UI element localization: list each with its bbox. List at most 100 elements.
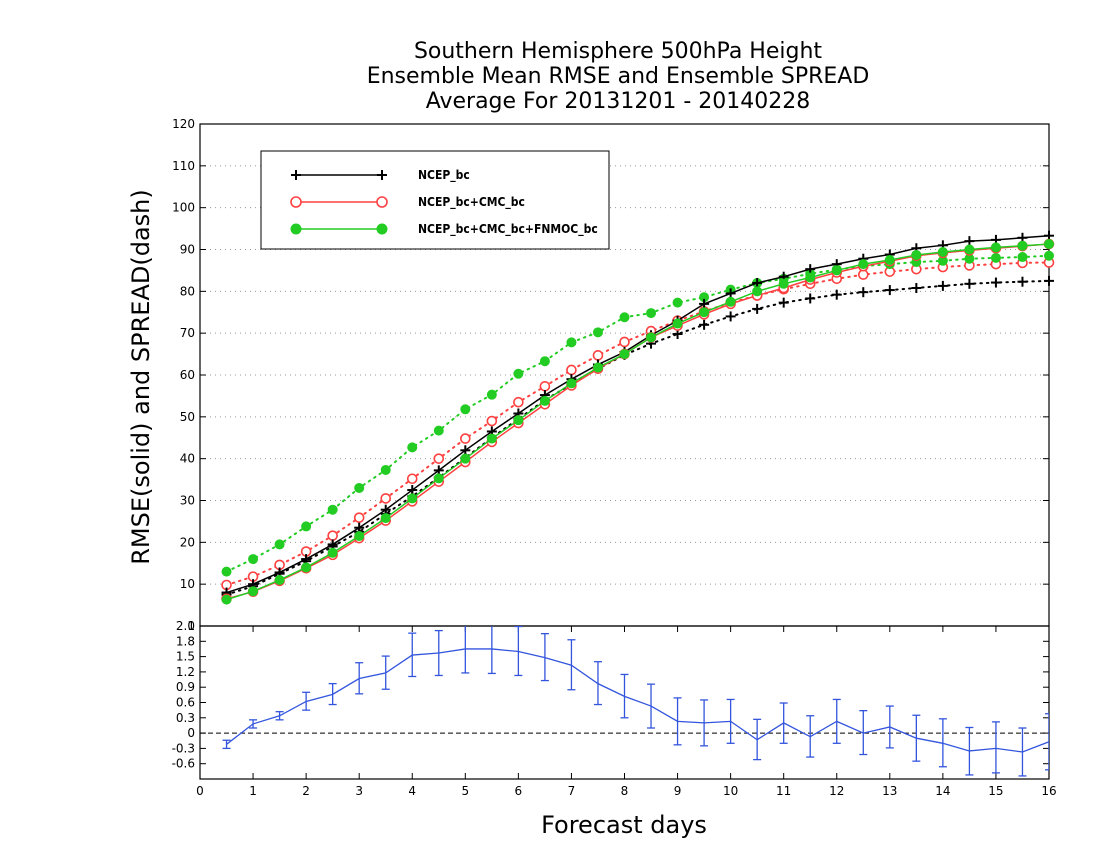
chart-title: Southern Hemisphere 500hPa HeightEnsembl… xyxy=(367,39,870,114)
data-point xyxy=(380,464,391,475)
data-point xyxy=(1044,250,1054,261)
chart-title-line: Average For 20131201 - 20140228 xyxy=(426,89,811,114)
x-tick-label: 11 xyxy=(776,784,791,798)
series-spread-4 xyxy=(221,257,1055,591)
data-point xyxy=(486,415,498,427)
x-tick-label: 4 xyxy=(408,784,416,798)
data-point xyxy=(460,453,471,464)
y-tick-label: 120 xyxy=(172,117,195,131)
data-point xyxy=(248,554,259,565)
data-point xyxy=(1017,240,1028,251)
series-spread-3 xyxy=(221,275,1054,600)
x-tick-label: 13 xyxy=(882,784,897,798)
data-point xyxy=(407,442,418,453)
data-point xyxy=(672,297,683,308)
series-line xyxy=(226,648,1049,753)
data-point xyxy=(937,247,948,258)
data-point xyxy=(460,404,471,415)
data-point xyxy=(274,574,285,585)
difference-panel: -0.6-0.300.30.60.91.21.51.82.10 1 2 3 4 5 6 7 8 9… xyxy=(172,619,1057,798)
x-tick-label: 7 xyxy=(568,784,576,798)
x-tick-label: 5 xyxy=(461,784,469,798)
y-tick-label: 60 xyxy=(180,368,195,382)
data-point xyxy=(539,380,551,392)
y-tick-label: 70 xyxy=(180,326,195,340)
series-rmse-1 xyxy=(221,238,1055,605)
data-point xyxy=(672,318,683,329)
x-tick-label: 1 xyxy=(249,784,257,798)
data-point xyxy=(619,336,630,348)
data-point xyxy=(380,513,391,524)
data-point xyxy=(566,378,577,389)
data-point xyxy=(990,252,1001,263)
series-line xyxy=(226,243,1050,601)
data-point xyxy=(592,362,603,373)
data-point xyxy=(486,389,497,400)
data-point xyxy=(1044,239,1054,250)
chart-title-line: Southern Hemisphere 500hPa Height xyxy=(414,39,822,64)
data-point xyxy=(376,223,388,235)
data-point xyxy=(699,307,710,318)
data-point xyxy=(248,586,259,597)
series-rmse-0 xyxy=(221,230,1054,598)
data-point xyxy=(221,566,232,577)
data-point xyxy=(407,493,418,504)
data-point xyxy=(376,196,388,208)
data-point xyxy=(353,512,365,523)
y-axis-label: RMSE(solid) and SPREAD(dash) xyxy=(127,189,155,565)
data-point xyxy=(433,453,445,464)
difference-series xyxy=(222,626,1049,777)
series-line xyxy=(225,279,1050,596)
legend-box xyxy=(260,150,610,250)
y-tick-label: 10 xyxy=(180,577,195,591)
data-point xyxy=(619,312,630,323)
data-point xyxy=(301,562,312,573)
y-tick-label: 0 xyxy=(187,726,195,740)
data-point xyxy=(592,350,604,361)
x-tick-label: 3 xyxy=(355,784,363,798)
legend-label: NCEP_bc+CMC_bc+FNMOC_bc xyxy=(418,222,598,237)
y-tick-label: 80 xyxy=(180,284,195,298)
y-tick-label: 0.9 xyxy=(176,680,195,694)
x-tick-label: 0 xyxy=(196,784,204,798)
data-point xyxy=(406,473,418,485)
data-point xyxy=(646,308,657,319)
legend-label: NCEP_bc xyxy=(418,168,470,183)
data-point xyxy=(990,242,1001,253)
y-tick-label: 40 xyxy=(180,452,195,466)
data-point xyxy=(911,249,922,260)
data-point xyxy=(327,547,338,558)
y-tick-label: 0.3 xyxy=(176,711,195,725)
data-point xyxy=(964,244,975,255)
y-tick-label: 0.6 xyxy=(176,696,195,710)
data-point xyxy=(646,332,657,343)
data-point xyxy=(327,530,338,541)
data-point xyxy=(592,327,603,338)
data-point xyxy=(619,349,630,360)
y-tick-label: 2.1 xyxy=(176,619,195,633)
x-axis-label: Forecast days xyxy=(541,811,707,839)
series-rmse-2 xyxy=(221,239,1054,605)
data-point xyxy=(354,482,365,493)
legend: NCEP_bc NCEP_bc+CMC_bc NCEP_bc+CMC_bc+FNMO… xyxy=(260,150,610,250)
data-point xyxy=(752,286,763,297)
y-tick-label: 110 xyxy=(172,159,195,173)
data-point xyxy=(884,254,895,265)
x-tick-label: 16 xyxy=(1041,784,1056,798)
data-point xyxy=(566,364,577,376)
data-point xyxy=(805,272,816,283)
data-point xyxy=(274,539,285,550)
x-tick-label: 6 xyxy=(515,784,523,798)
data-point xyxy=(327,504,338,515)
y-tick-label: 0 xyxy=(187,619,195,633)
data-point xyxy=(513,415,524,426)
rmse-spread-panel: 0 10 20 30 40 50 60 70 80 90 100 110 120 xyxy=(172,117,1055,633)
legend-entry: NCEP_bc+CMC_bc xyxy=(290,195,525,210)
data-point xyxy=(486,433,497,444)
x-tick-label: 15 xyxy=(988,784,1003,798)
y-tick-label: 90 xyxy=(180,243,195,257)
data-point xyxy=(354,531,365,542)
x-tick-label: 2 xyxy=(302,784,310,798)
y-tick-label: 1.8 xyxy=(176,634,195,648)
